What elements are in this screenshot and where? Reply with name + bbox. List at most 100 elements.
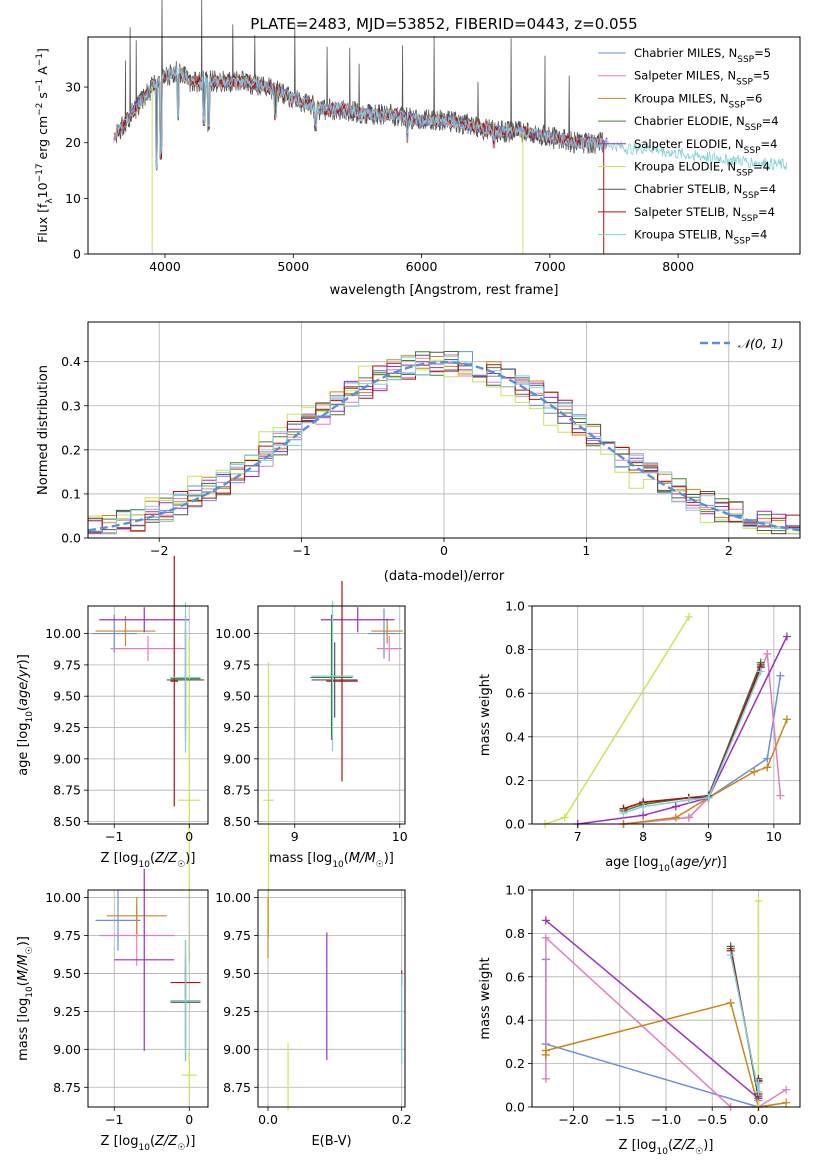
- residuals-panel: −2 −1 0 1 2 0.0 0.1 0.2 0.3 0.4 (data-model)/error…: [36, 321, 801, 584]
- y-tick-label: 20: [65, 135, 81, 150]
- series-marker: [541, 1074, 550, 1083]
- y-tick-label: 10.00: [215, 890, 251, 905]
- x-tick-label: 0: [185, 829, 193, 844]
- x-tick-label: 0: [185, 1112, 193, 1127]
- x-tick-label: −2.0: [558, 1112, 588, 1127]
- x-tick-label: 10: [392, 829, 408, 844]
- legend-label: 𝒩(0, 1): [738, 336, 784, 351]
- legend-label: Kroupa ELODIE, NSSP=4: [634, 160, 770, 179]
- x-axis-label: Z [log10(Z/Z☉)]: [101, 851, 196, 870]
- series-marker: [619, 809, 628, 818]
- series-marker: [541, 1046, 550, 1055]
- mass-vs-metallicity-panel: −1 0 8.75 9.00 9.25 9.50 9.75 10.00 Z [log10(Z/Z…: [16, 868, 209, 1153]
- y-tick-label: 9.75: [53, 657, 81, 672]
- x-tick-label: 0.2: [392, 1112, 412, 1127]
- legend-label: Kroupa STELIB, NSSP=4: [634, 228, 767, 247]
- series-marker: [560, 813, 569, 822]
- y-tick-label: 9.75: [223, 928, 251, 943]
- y-tick-label: 0.2: [505, 1056, 525, 1071]
- x-tick-label: 4000: [149, 259, 181, 274]
- y-tick-label: 9.00: [223, 1042, 251, 1057]
- y-tick-label: 0.0: [505, 1100, 525, 1115]
- x-tick-label: 9: [705, 829, 713, 844]
- y-tick-label: 9.75: [53, 928, 81, 943]
- y-tick-label: 9.25: [53, 720, 81, 735]
- series-marker: [726, 951, 735, 960]
- y-tick-label: 0: [73, 247, 81, 262]
- y-axis-label: Normed distribution: [36, 365, 51, 495]
- y-tick-label: 1.0: [505, 599, 525, 614]
- series-marker: [726, 998, 735, 1007]
- mass-weight-vs-age-panel: 7 8 9 10 0.0 0.2 0.4 0.6 0.8 1.0 age [log10(age/yr…: [478, 599, 801, 874]
- x-tick-label: −0.5: [697, 1112, 727, 1127]
- series-marker: [782, 632, 791, 641]
- series-marker: [754, 896, 763, 905]
- axes-frame: [531, 605, 801, 825]
- y-tick-label: 0.8: [505, 926, 525, 941]
- y-tick-label: 8.50: [223, 814, 251, 829]
- x-axis-label: E(B-V): [311, 1134, 351, 1149]
- y-tick-label: 9.00: [223, 751, 251, 766]
- x-tick-label: 2: [725, 543, 733, 558]
- series-marker: [763, 754, 772, 763]
- series-marker: [754, 1079, 763, 1088]
- y-tick-label: 8.75: [223, 783, 251, 798]
- series-marker: [763, 649, 772, 658]
- spectrum-line-kroupa-stelib: [115, 66, 788, 171]
- series-marker: [671, 813, 680, 822]
- series-marker: [684, 796, 693, 805]
- y-tick-label: 0.0: [61, 531, 81, 546]
- x-axis-label: Z [log10(Z/Z☉)]: [619, 1138, 714, 1157]
- x-tick-label: 7000: [534, 259, 566, 274]
- series-marker: [782, 715, 791, 724]
- y-tick-label: 0.4: [505, 729, 525, 744]
- x-tick-label: 10: [766, 829, 782, 844]
- y-tick-label: 9.50: [53, 689, 81, 704]
- legend-label: Chabrier STELIB, NSSP=4: [634, 182, 776, 201]
- axes-frame: [257, 889, 406, 1108]
- y-tick-label: 9.00: [53, 751, 81, 766]
- x-tick-label: −2: [150, 543, 168, 558]
- age-vs-metallicity-panel: −1 0 8.50 8.75 9.00 9.25 9.50 9.75 10.00 Z [log10…: [16, 555, 209, 964]
- histogram-kroupa-elodie: [88, 359, 800, 535]
- series-line: [623, 671, 762, 814]
- x-tick-label: 1: [582, 543, 590, 558]
- histogram-salpeter-stelib: [88, 362, 800, 534]
- x-axis-label: age [log10(age/yr)]: [605, 855, 727, 874]
- y-tick-label: 9.50: [53, 966, 81, 981]
- series-marker: [541, 916, 550, 925]
- legend-label: Kroupa MILES, NSSP=6: [634, 91, 762, 110]
- series-line: [545, 959, 760, 1109]
- x-axis-label: Z [log10(Z/Z☉)]: [101, 1134, 196, 1153]
- y-tick-label: 30: [65, 80, 81, 95]
- series-line: [577, 636, 788, 825]
- legend: Chabrier MILES, NSSP=5 Salpeter MILES, NS…: [598, 46, 779, 247]
- y-tick-label: 9.50: [223, 689, 251, 704]
- y-tick-label: 0.2: [505, 773, 525, 788]
- series-marker: [684, 813, 693, 822]
- x-tick-label: −1: [105, 1112, 123, 1127]
- y-tick-label: 10.00: [215, 626, 251, 641]
- x-tick-label: 5000: [277, 259, 309, 274]
- y-tick-label: 0.3: [61, 398, 81, 413]
- legend-label: Chabrier MILES, NSSP=5: [634, 46, 771, 65]
- x-tick-label: 8000: [662, 259, 694, 274]
- x-tick-label: −1: [105, 829, 123, 844]
- x-tick-label: 0.0: [748, 1112, 768, 1127]
- series-marker: [671, 802, 680, 811]
- y-tick-label: 0.6: [505, 686, 525, 701]
- y-tick-label: 9.25: [223, 1004, 251, 1019]
- y-axis-label: age [log10(age/yr)]: [16, 654, 35, 776]
- series-marker: [684, 612, 693, 621]
- series-marker: [704, 793, 713, 802]
- series-line: [545, 919, 760, 1100]
- y-tick-label: 8.75: [53, 1080, 81, 1095]
- age-vs-mass-panel: 9 10 8.50 8.75 9.00 9.25 9.50 9.75 10.00 mass [lo…: [215, 580, 408, 939]
- y-tick-label: 0.4: [61, 354, 81, 369]
- series-line: [623, 719, 788, 825]
- legend-label: Chabrier ELODIE, NSSP=4: [634, 114, 779, 133]
- x-axis-label: mass [log10(M/M☉)]: [269, 851, 394, 870]
- y-tick-label: 0.2: [61, 442, 81, 457]
- y-axis-label: Flux [fλ10−17 erg cm−2 s−1 A−1]: [35, 48, 55, 243]
- y-tick-label: 10: [65, 191, 81, 206]
